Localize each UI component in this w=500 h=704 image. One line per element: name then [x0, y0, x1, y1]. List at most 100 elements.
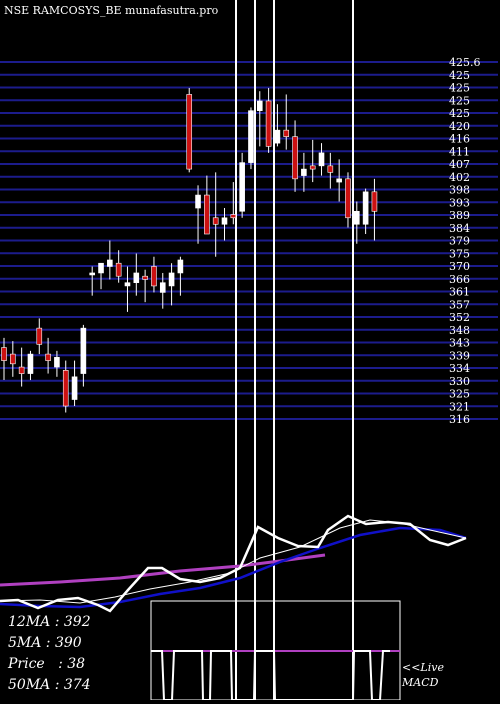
price-tick-label: 366 [449, 273, 470, 286]
candle-body [89, 272, 95, 276]
candle-body [221, 217, 228, 225]
candle-body [186, 94, 193, 170]
price-tick-label: 379 [449, 235, 470, 248]
ma-fast-line [0, 519, 467, 604]
candle-body [318, 152, 325, 167]
candle-body [36, 327, 43, 345]
candle-body [309, 165, 316, 170]
candle-body [80, 327, 87, 374]
price-tick-label: 389 [449, 209, 470, 222]
price-tick-label: 316 [449, 413, 470, 426]
price-tick-label: 393 [449, 196, 470, 209]
chart-title: NSE RAMCOSYS_BE munafasutra.pro [4, 4, 219, 17]
candles [1, 87, 378, 413]
candle-body [362, 191, 369, 225]
candle-body [168, 272, 175, 287]
candle-body [177, 259, 184, 274]
candle-body [142, 275, 148, 280]
price-tick-label: 425 [449, 107, 470, 120]
candle-body [239, 162, 245, 212]
candle-body [124, 282, 131, 287]
candle-body [71, 376, 78, 400]
ma-long-line [0, 553, 326, 587]
candle-body [212, 217, 219, 225]
stat-value: 374 [63, 677, 91, 693]
stat-label: Price [8, 656, 45, 672]
price-tick-label: 339 [449, 349, 470, 362]
candle-body [1, 347, 7, 361]
candle-body [62, 370, 69, 407]
stat-5ma: 5MA : 390 [8, 635, 82, 651]
stat-value: 390 [54, 635, 82, 651]
candle-body [327, 165, 334, 173]
price-tick-label: 411 [449, 145, 470, 158]
candle-body [18, 366, 25, 374]
candle-body [45, 353, 51, 361]
candle-body [283, 129, 290, 137]
candle-body [204, 194, 210, 235]
candle-body [230, 214, 237, 219]
ma-stats: 12MA : 392 5MA : 390 Price : 38 50MA : 3… [8, 612, 91, 696]
candle-body [371, 191, 378, 212]
stat-12ma: 12MA : 392 [8, 614, 91, 630]
price-tick-label: 407 [449, 158, 470, 171]
price-tick-label: 330 [449, 375, 470, 388]
candle-body [256, 100, 263, 111]
grid-lines [0, 61, 498, 420]
ma-slow-line [0, 526, 467, 609]
macd-label: MACD [402, 676, 439, 689]
stat-label: 50MA [8, 677, 51, 693]
price-tick-label: 343 [449, 337, 470, 350]
candle-body [301, 168, 307, 176]
price-tick-label: 420 [449, 120, 470, 133]
candle-body [353, 210, 360, 225]
lower-panel [0, 514, 467, 613]
price-tick-label: 425 [449, 69, 470, 82]
price-tick-label: 348 [449, 324, 470, 337]
candle-body [10, 353, 16, 365]
macd-panel [150, 600, 401, 701]
price-tick-label: 361 [449, 286, 470, 299]
price-tick-label: 425 [449, 94, 470, 107]
price-tick-label: 384 [449, 222, 470, 235]
candle-body [27, 353, 34, 374]
candle-body [133, 272, 140, 283]
price-line [0, 514, 467, 613]
candle-body [195, 194, 201, 209]
price-tick-label: 334 [449, 362, 470, 375]
macd-histogram-line [151, 650, 390, 701]
candle-body [98, 262, 104, 274]
price-axis: 425.642542542542542041641140740239839338… [449, 56, 481, 426]
live-macd-label: <<Live MACD [402, 660, 444, 690]
candle-body [107, 259, 113, 267]
price-tick-label: 352 [449, 311, 470, 324]
candle-body [292, 136, 298, 180]
price-tick-label: 425 [449, 82, 470, 95]
stat-50ma: 50MA : 374 [8, 677, 91, 693]
price-tick-label: 398 [449, 184, 470, 197]
candle-body [248, 110, 254, 163]
price-tick-label: 357 [449, 298, 470, 311]
candle-body [336, 178, 342, 183]
live-label: <<Live [402, 661, 444, 674]
price-tick-label: 321 [449, 400, 470, 413]
price-tick-label: 375 [449, 247, 470, 260]
candle-body [345, 178, 351, 219]
price-tick-label: 416 [449, 133, 470, 146]
stat-price: Price : 38 [8, 656, 86, 672]
price-tick-label: 402 [449, 171, 470, 184]
stat-label: 5MA [8, 635, 42, 651]
candle-body [265, 100, 272, 147]
price-tick-label: 425.6 [449, 56, 481, 69]
volume-spikes [235, 0, 354, 700]
candle-body [54, 357, 60, 368]
candle-body [115, 262, 122, 277]
price-tick-label: 325 [449, 388, 470, 401]
candle-body [151, 266, 157, 287]
stat-value: 38 [67, 656, 86, 672]
price-tick-label: 370 [449, 260, 470, 273]
stat-label: 12MA [8, 614, 51, 630]
candle-body [159, 282, 166, 293]
